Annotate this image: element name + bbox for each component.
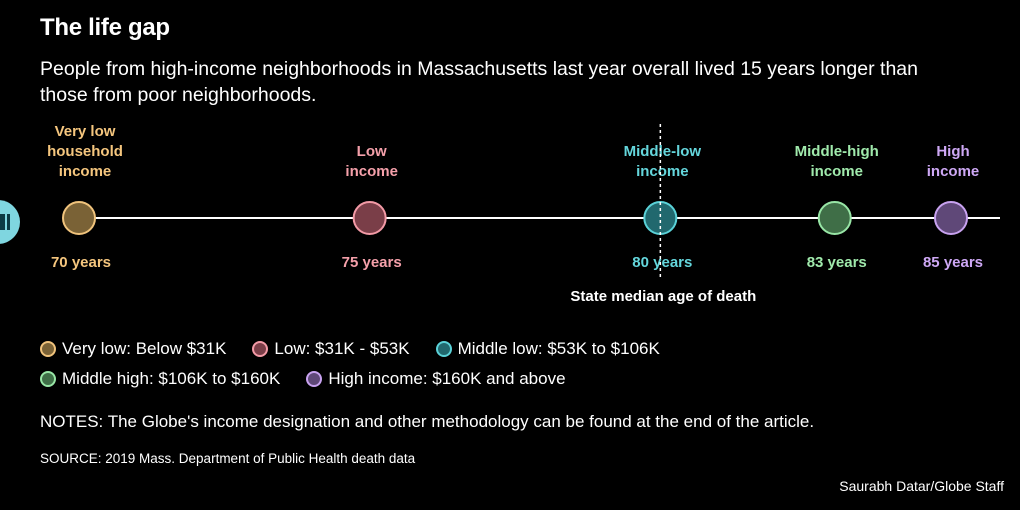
legend-label: Very low: Below $31K (62, 339, 227, 358)
category-label: Middle-low income (624, 143, 702, 180)
category-label: Low income (345, 143, 398, 180)
legend-swatch (306, 371, 323, 387)
data-point (62, 201, 96, 235)
life-expectancy-chart: Very low household income 70 years Low income… (47, 123, 1000, 305)
legend-swatch (40, 371, 56, 387)
page-title: The life gap (40, 14, 170, 41)
legend-label: High income: $160K and above (328, 369, 566, 388)
category-label-line: income (345, 163, 398, 180)
value-label: 70 years (51, 254, 111, 271)
pause-icon-bar (7, 214, 10, 230)
category-label-line: income (59, 163, 112, 180)
legend-item: Middle high: $106K to $160K (40, 369, 280, 389)
animation-pause-button[interactable] (0, 200, 20, 244)
data-point (817, 201, 852, 235)
category-label-line: Middle-high (795, 143, 879, 160)
page-subtitle: People from high-income neighborhoods in… (40, 58, 918, 106)
source: SOURCE: 2019 Mass. Department of Public … (40, 451, 416, 466)
category-label: Middle-high income (795, 143, 879, 180)
category-label: High income (927, 143, 980, 180)
pause-icon (0, 214, 5, 230)
category-label: Very low household income (47, 123, 123, 180)
legend-row: Very low: Below $31K Low: $31K - $53K Midd… (40, 334, 1000, 364)
category-label-line: Middle-low (624, 143, 702, 160)
legend-label: Middle low: $53K to $106K (457, 339, 660, 358)
legend-item: High income: $160K and above (306, 369, 566, 389)
category-label-line: income (927, 163, 980, 180)
legend-item: Very low: Below $31K (40, 339, 226, 359)
legend-label: Middle high: $106K to $160K (62, 369, 281, 388)
category-label-line: Low (357, 143, 387, 160)
legend-label: Low: $31K - $53K (274, 339, 410, 358)
value-label: 80 years (632, 254, 692, 271)
legend-swatch (40, 341, 56, 357)
notes: NOTES: The Globe's income designation an… (40, 412, 815, 431)
value-label: 83 years (807, 254, 867, 271)
legend-swatch (252, 341, 269, 357)
legend-row: Middle high: $106K to $160K High income: … (40, 364, 1000, 394)
data-point (643, 201, 678, 235)
category-label-line: High (936, 143, 969, 160)
value-label: 85 years (923, 254, 983, 271)
data-point (352, 201, 387, 235)
value-label: 75 years (342, 254, 402, 271)
data-point (934, 201, 968, 235)
category-label-line: Very low (55, 123, 116, 140)
category-label-line: income (636, 163, 689, 180)
median-reference-label: State median age of death (570, 288, 756, 305)
legend-swatch (435, 341, 452, 357)
legend-item: Low: $31K - $53K (252, 339, 410, 359)
credit: Saurabh Datar/Globe Staff (839, 478, 1004, 494)
legend: Very low: Below $31K Low: $31K - $53K Midd… (40, 334, 1000, 394)
legend-item: Middle low: $53K to $106K (435, 339, 660, 359)
category-label-line: income (810, 163, 863, 180)
category-label-line: household (47, 143, 123, 160)
